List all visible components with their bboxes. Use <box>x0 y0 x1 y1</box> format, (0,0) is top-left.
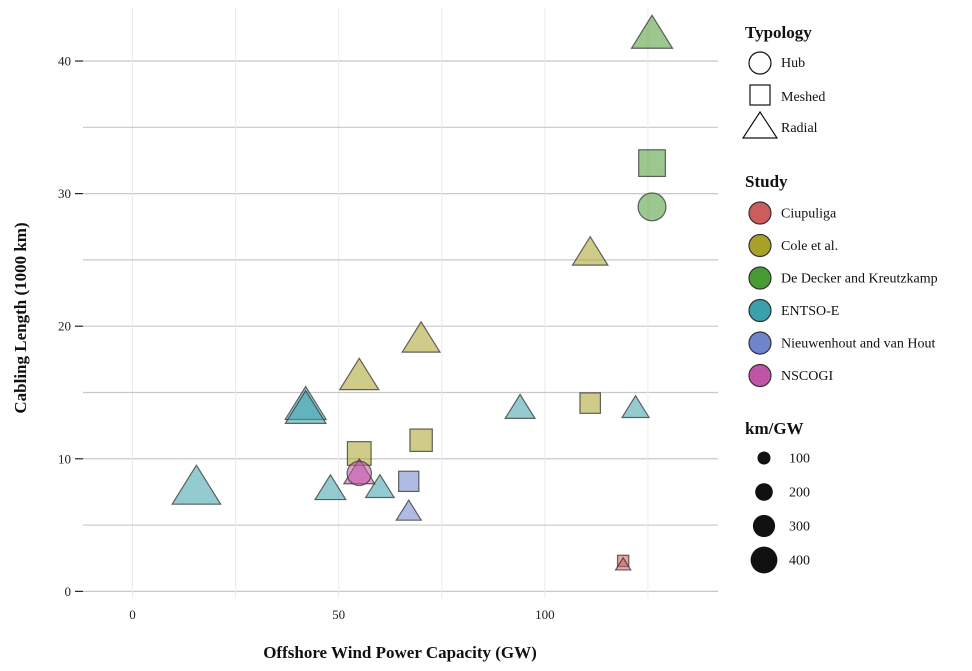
data-point <box>401 320 442 353</box>
legend-size-dot <box>750 546 778 574</box>
data-point <box>313 473 347 501</box>
x-axis-title: Offshore Wind Power Capacity (GW) <box>263 643 537 662</box>
legend-study-swatch <box>748 363 772 388</box>
legend-study-swatch <box>748 331 772 355</box>
legend-size-title: km/GW <box>745 419 804 438</box>
legend-hub-circle-icon <box>748 51 772 75</box>
x-tick-label: 50 <box>332 607 345 622</box>
data-point <box>409 428 433 453</box>
legend-typology: Typology Hub Meshed Radial <box>741 23 825 139</box>
data-point <box>620 394 651 419</box>
legend-radial-label: Radial <box>781 121 818 136</box>
x-tick-label: 100 <box>535 607 555 622</box>
legend-study-label: Cole et al. <box>781 239 838 254</box>
data-point <box>346 460 373 487</box>
data-points <box>171 14 674 571</box>
data-point <box>364 473 396 499</box>
y-tick-label: 30 <box>58 186 71 201</box>
data-point <box>579 392 602 414</box>
legend-study-swatch <box>748 266 772 290</box>
data-point <box>395 498 423 521</box>
legend-study-swatch <box>748 233 772 258</box>
data-point <box>338 357 380 391</box>
legend-meshed-square-icon <box>749 84 771 106</box>
legend: Typology Hub Meshed Radial Study Ciupuli… <box>741 23 938 574</box>
legend-typology-title: Typology <box>745 23 812 42</box>
legend-size-label: 100 <box>789 452 810 467</box>
legend-hub-label: Hub <box>781 56 805 71</box>
legend-size-dot <box>752 514 776 538</box>
y-axis-title: Cabling Length (1000 km) <box>11 222 30 413</box>
legend-size-dot <box>755 483 773 501</box>
data-point <box>630 14 674 49</box>
y-tick-label: 0 <box>65 584 72 599</box>
legend-study-label: NSCOGI <box>781 369 833 384</box>
legend-meshed-label: Meshed <box>781 90 825 105</box>
minor-gridlines <box>83 8 718 598</box>
y-axis: 0 10 20 30 40 <box>58 54 83 599</box>
data-point <box>614 556 632 571</box>
data-point <box>171 464 222 505</box>
x-axis: 0 50 100 <box>129 607 554 622</box>
legend-study: Study Ciupuliga Cole et al. De Decker and … <box>745 172 938 388</box>
legend-size-label: 200 <box>789 486 810 501</box>
legend-size-label: 300 <box>789 520 810 535</box>
data-point <box>504 393 537 419</box>
data-point <box>398 470 420 493</box>
legend-study-label: Ciupuliga <box>781 207 837 222</box>
legend-study-title: Study <box>745 172 788 191</box>
x-tick-label: 0 <box>129 607 136 622</box>
legend-study-label: Nieuwenhout and van Hout <box>781 337 935 352</box>
data-point <box>571 235 609 266</box>
legend-study-swatch <box>748 298 772 323</box>
y-tick-label: 10 <box>58 451 71 466</box>
major-gridlines <box>83 8 718 598</box>
legend-size: km/GW 100 200 300 400 <box>745 419 810 574</box>
legend-study-label: De Decker and Kreutzkamp <box>781 272 938 287</box>
legend-size-label: 400 <box>789 554 810 569</box>
data-point <box>638 149 666 178</box>
legend-study-swatch <box>748 201 772 225</box>
legend-radial-triangle-icon <box>741 110 779 139</box>
data-point <box>284 389 328 424</box>
legend-study-label: ENTSO-E <box>781 304 839 319</box>
y-tick-label: 40 <box>58 54 71 69</box>
data-point <box>637 192 667 222</box>
legend-size-dot <box>757 451 771 465</box>
y-tick-label: 20 <box>58 319 71 334</box>
